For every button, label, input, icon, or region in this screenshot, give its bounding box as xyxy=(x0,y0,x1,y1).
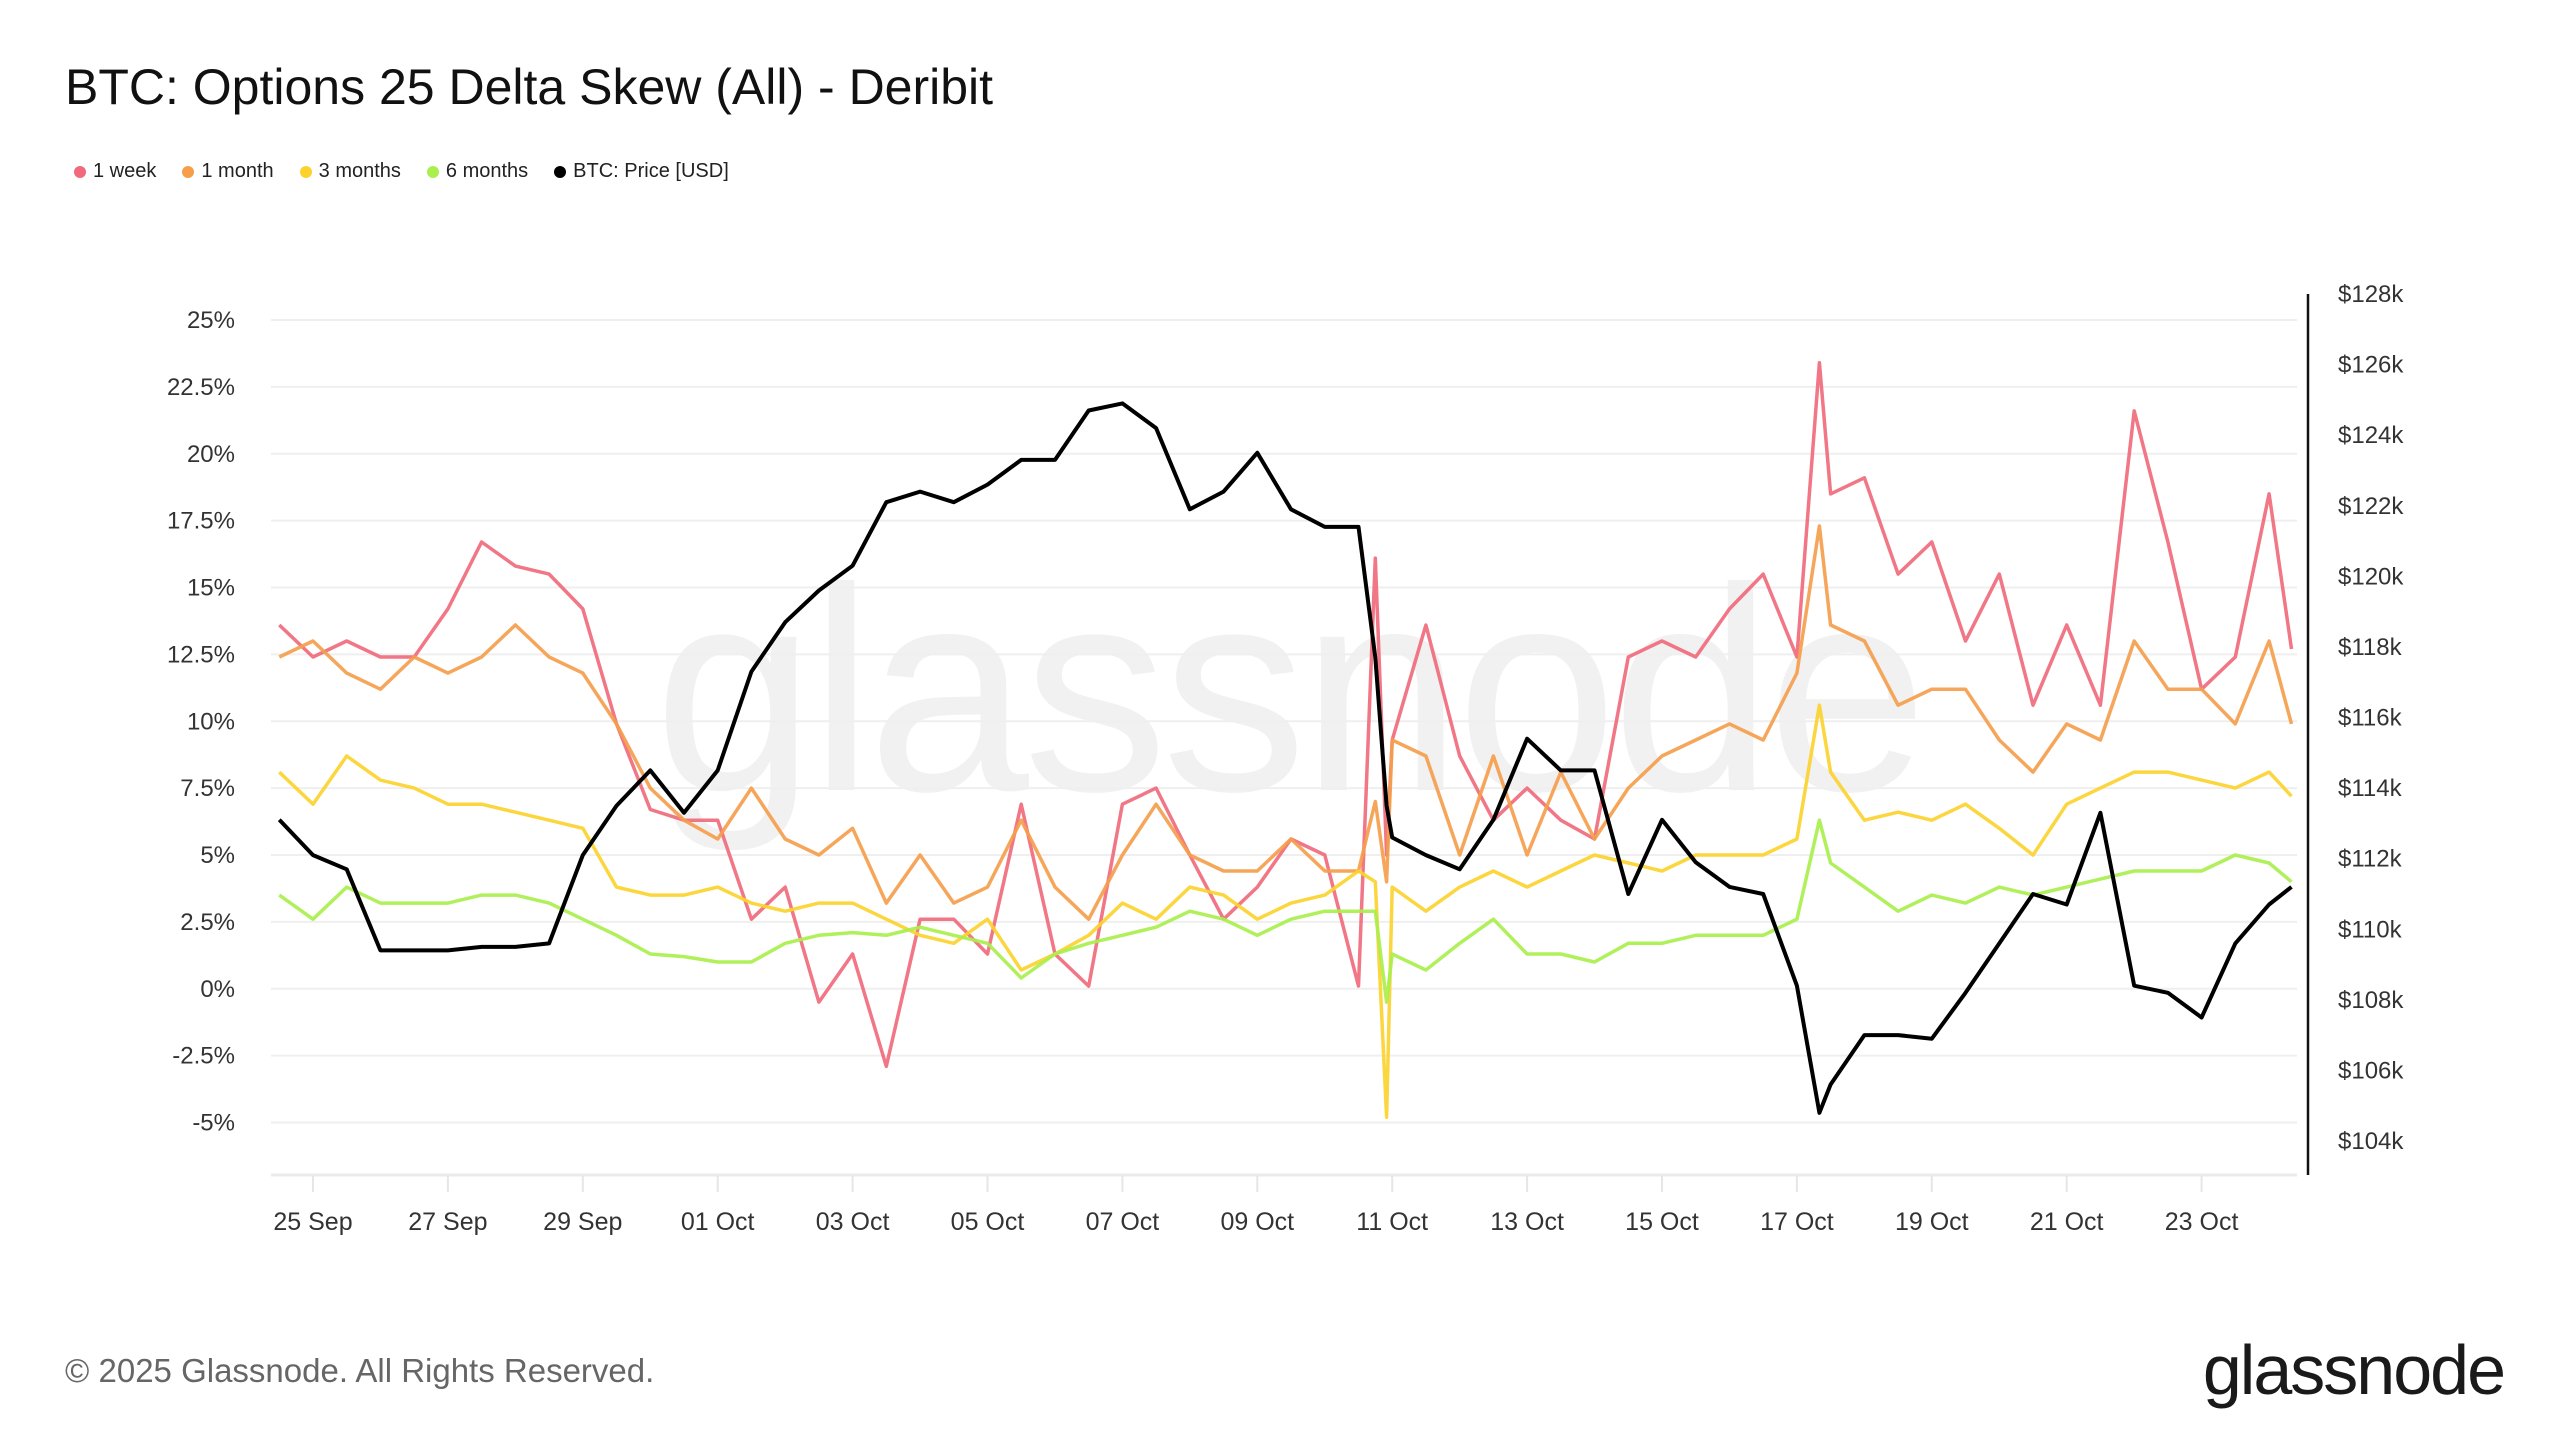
y-left-tick-label: 5% xyxy=(200,842,235,869)
glassnode-logo: glassnode xyxy=(2202,1331,2506,1409)
series-line-3-months xyxy=(278,703,2293,1119)
legend-dot-icon xyxy=(426,165,439,178)
y-left-tick-label: 15% xyxy=(187,575,235,602)
y-left-tick-label: 7.5% xyxy=(180,775,235,802)
legend-label: 1 week xyxy=(93,160,157,182)
x-tick-label: 17 Oct xyxy=(1760,1208,1834,1236)
y-left-tick-label: 20% xyxy=(187,441,235,468)
legend-label: 6 months xyxy=(445,160,529,182)
x-tick-label: 13 Oct xyxy=(1490,1208,1564,1236)
legend-item-btc-price[interactable]: BTC: Price [USD] xyxy=(554,160,729,183)
legend-item-1-week[interactable]: 1 week xyxy=(74,160,156,183)
x-tick-label: 29 Sep xyxy=(543,1208,622,1236)
y-left-tick-label: 12.5% xyxy=(167,641,235,668)
y-right-tick-label: $126k xyxy=(2338,352,2404,379)
legend-dot-icon xyxy=(74,165,86,178)
y-right-tick-label: $108k xyxy=(2338,987,2404,1014)
series-line-6-months xyxy=(278,818,2293,1004)
copyright-text: © 2025 Glassnode. All Rights Reserved. xyxy=(65,1352,655,1389)
y-right-tick-label: $110k xyxy=(2338,916,2403,943)
y-right-tick-label: $128k xyxy=(2338,281,2404,308)
y-left-tick-label: 22.5% xyxy=(167,374,235,401)
legend-dot-icon xyxy=(182,165,195,178)
legend-label: 3 months xyxy=(318,160,401,182)
x-axis: 25 Sep 27 Sep 29 Sep 01 Oct 03 Oct 05 Oct 07 O… xyxy=(271,1173,2297,1236)
legend-item-6-months[interactable]: 6 months xyxy=(426,160,529,183)
series-lines xyxy=(277,361,2294,1119)
legend-item-3-months[interactable]: 3 months xyxy=(299,160,401,183)
x-tick-label: 05 Oct xyxy=(951,1208,1025,1236)
y-left-tick-label: 10% xyxy=(187,708,235,735)
y-right-tick-label: $116k xyxy=(2338,705,2403,732)
y-right-tick-label: $120k xyxy=(2338,563,2404,590)
legend-label: BTC: Price [USD] xyxy=(573,160,729,182)
y-left-tick-label: 17.5% xyxy=(167,508,235,535)
y-right-tick-label: $106k xyxy=(2338,1057,2404,1084)
y-right-tick-label: $118k xyxy=(2338,634,2403,661)
legend-label: 1 month xyxy=(201,160,274,182)
x-tick-label: 21 Oct xyxy=(2030,1208,2104,1236)
y-right-tick-label: $122k xyxy=(2338,493,2404,520)
legend-item-1-month[interactable]: 1 month xyxy=(182,160,274,183)
y-left-tick-label: -2.5% xyxy=(172,1043,235,1070)
x-tick-label: 11 Oct xyxy=(1356,1208,1428,1236)
y-left-tick-label: 25% xyxy=(187,307,235,334)
x-tick-label: 09 Oct xyxy=(1220,1208,1294,1236)
x-tick-label: 07 Oct xyxy=(1086,1208,1160,1236)
y-left-tick-label: 0% xyxy=(200,976,235,1003)
x-tick-label: 03 Oct xyxy=(816,1208,890,1236)
x-tick-label: 15 Oct xyxy=(1625,1208,1699,1236)
y-right-tick-label: $114k xyxy=(2338,775,2403,802)
y-right-tick-label: $124k xyxy=(2338,422,2404,449)
y-axis-right: $128k $126k $124k $122k $120k $118k $116k $114k… xyxy=(2306,281,2404,1175)
x-tick-label: 25 Sep xyxy=(273,1208,352,1236)
y-right-tick-label: $104k xyxy=(2338,1128,2404,1155)
x-tick-label: 27 Sep xyxy=(408,1208,487,1236)
x-tick-label: 01 Oct xyxy=(681,1208,755,1236)
y-left-tick-label: 2.5% xyxy=(180,909,235,936)
gridlines xyxy=(271,319,2297,1124)
y-left-tick-label: -5% xyxy=(192,1110,235,1137)
series-line-1-month xyxy=(278,524,2294,921)
y-axis-left: 25% 22.5% 20% 17.5% 15% 12.5% 10% 7.5% 5% 2.5% 0% -… xyxy=(167,307,235,1137)
x-tick-label: 19 Oct xyxy=(1895,1208,1969,1236)
series-line-btc-price-usd xyxy=(277,401,2293,1115)
legend-dot-icon xyxy=(554,165,567,178)
x-tick-label: 23 Oct xyxy=(2165,1208,2239,1236)
series-line-1-week xyxy=(278,361,2294,1069)
legend-dot-icon xyxy=(299,165,312,178)
chart-title: BTC: Options 25 Delta Skew (All) - Derib… xyxy=(65,59,994,115)
legend: 1 week 1 month 3 months 6 months BTC: Pr… xyxy=(74,160,729,183)
watermark-logo: glassnode xyxy=(654,528,1922,853)
y-right-tick-label: $112k xyxy=(2338,846,2403,873)
